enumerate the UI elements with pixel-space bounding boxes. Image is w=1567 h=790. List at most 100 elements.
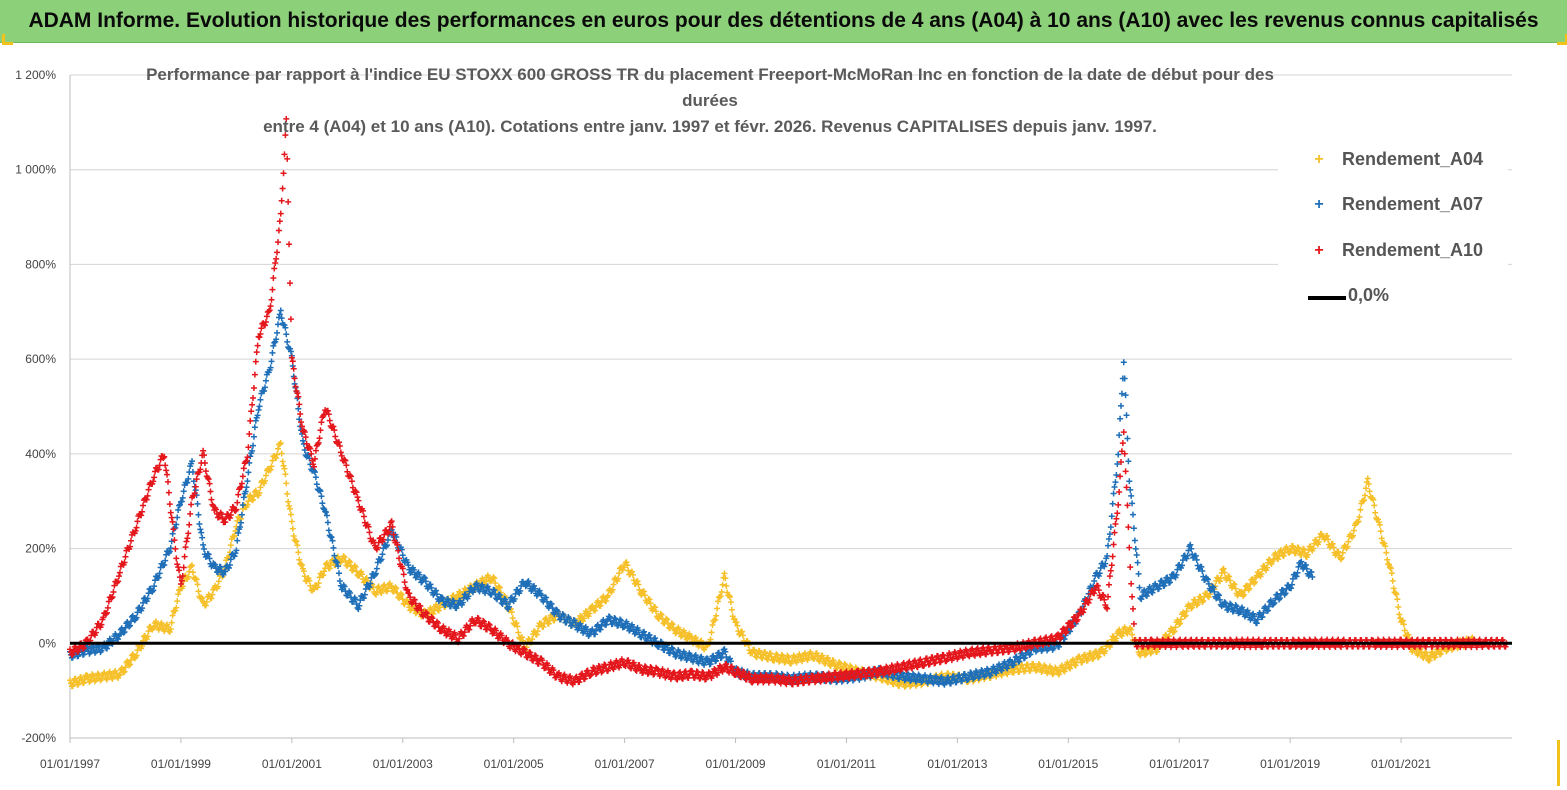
data-point: [269, 457, 276, 464]
data-point: [218, 511, 225, 518]
data-point: [247, 417, 254, 424]
data-point: [273, 455, 280, 462]
data-point: [1432, 654, 1439, 661]
data-point: [282, 132, 289, 139]
data-point: [389, 523, 396, 530]
data-point: [1125, 524, 1132, 531]
data-point: [338, 452, 345, 459]
data-point: [818, 677, 825, 684]
data-point: [901, 677, 908, 684]
data-point: [904, 670, 911, 677]
data-point: [1374, 516, 1381, 523]
data-point: [316, 435, 323, 442]
data-point: [727, 599, 734, 606]
data-point: [1179, 562, 1185, 569]
data-point: [317, 488, 324, 495]
data-point: [1114, 510, 1121, 517]
data-point: [245, 498, 252, 505]
data-point: [200, 447, 207, 454]
data-point: [194, 581, 201, 588]
data-point: [166, 629, 173, 635]
data-point: [198, 594, 205, 601]
data-point: [231, 532, 238, 539]
data-point: [80, 679, 87, 686]
data-point: [1049, 635, 1056, 642]
data-point: [191, 490, 198, 497]
data-point: [1057, 634, 1064, 641]
data-point: [968, 670, 975, 677]
data-point: [635, 581, 642, 588]
data-point: [926, 661, 933, 668]
data-point: [411, 596, 418, 603]
data-point: [366, 584, 373, 591]
data-point: [246, 430, 253, 437]
data-point: [278, 450, 285, 457]
data-point: [615, 575, 622, 582]
data-point: [1124, 502, 1131, 509]
data-point: [1273, 552, 1280, 559]
data-point: [1171, 628, 1178, 635]
data-point: [713, 612, 720, 619]
data-point: [1114, 461, 1121, 468]
data-point: [1106, 573, 1113, 580]
data-point: [192, 575, 199, 582]
data-point: [1188, 545, 1195, 552]
data-point: [238, 483, 245, 490]
data-point: [423, 610, 430, 617]
data-point: [396, 555, 403, 562]
data-point: [390, 531, 397, 538]
data-point: [1276, 595, 1283, 602]
data-point: [200, 541, 207, 548]
data-point: [270, 342, 277, 349]
data-point: [1063, 628, 1070, 635]
data-point: [270, 274, 277, 281]
data-point: [331, 427, 338, 434]
data-point: [707, 661, 714, 667]
data-point: [910, 670, 917, 677]
data-point: [984, 666, 991, 673]
data-point: [1105, 593, 1112, 600]
data-point: [1303, 565, 1310, 572]
data-point: [1381, 540, 1388, 547]
data-point: [139, 508, 146, 515]
data-point: [242, 488, 249, 495]
data-point: [418, 579, 425, 586]
data-point: [1105, 581, 1112, 588]
data-point: [121, 559, 128, 566]
data-point: [1129, 631, 1136, 638]
data-point: [592, 627, 599, 634]
data-point: [263, 313, 270, 320]
data-point: [92, 629, 99, 636]
data-point: [324, 407, 331, 414]
data-point: [587, 672, 594, 679]
data-point: [352, 563, 359, 570]
data-point: [929, 654, 936, 661]
data-point: [144, 492, 151, 499]
data-point: [326, 417, 333, 424]
data-point: [262, 322, 269, 329]
data-point: [281, 151, 288, 158]
data-point: [103, 610, 110, 617]
data-point: [115, 672, 122, 679]
data-point: [121, 628, 128, 635]
data-point: [133, 524, 140, 531]
data-point: [1246, 585, 1253, 592]
data-point: [166, 548, 173, 555]
data-point: [1216, 596, 1223, 603]
data-point: [405, 599, 412, 606]
data-point: [230, 533, 237, 540]
data-point: [591, 665, 598, 672]
data-point: [1118, 459, 1124, 466]
data-point: [1303, 643, 1310, 650]
data-point: [532, 652, 539, 659]
data-point: [1113, 515, 1120, 522]
data-point: [598, 622, 605, 629]
data-point: [361, 591, 368, 598]
data-point: [1111, 484, 1118, 491]
data-point: [687, 652, 694, 659]
data-point: [535, 660, 542, 667]
data-point: [262, 472, 269, 479]
data-point: [685, 675, 692, 682]
data-point: [310, 585, 317, 592]
data-point: [874, 671, 881, 678]
